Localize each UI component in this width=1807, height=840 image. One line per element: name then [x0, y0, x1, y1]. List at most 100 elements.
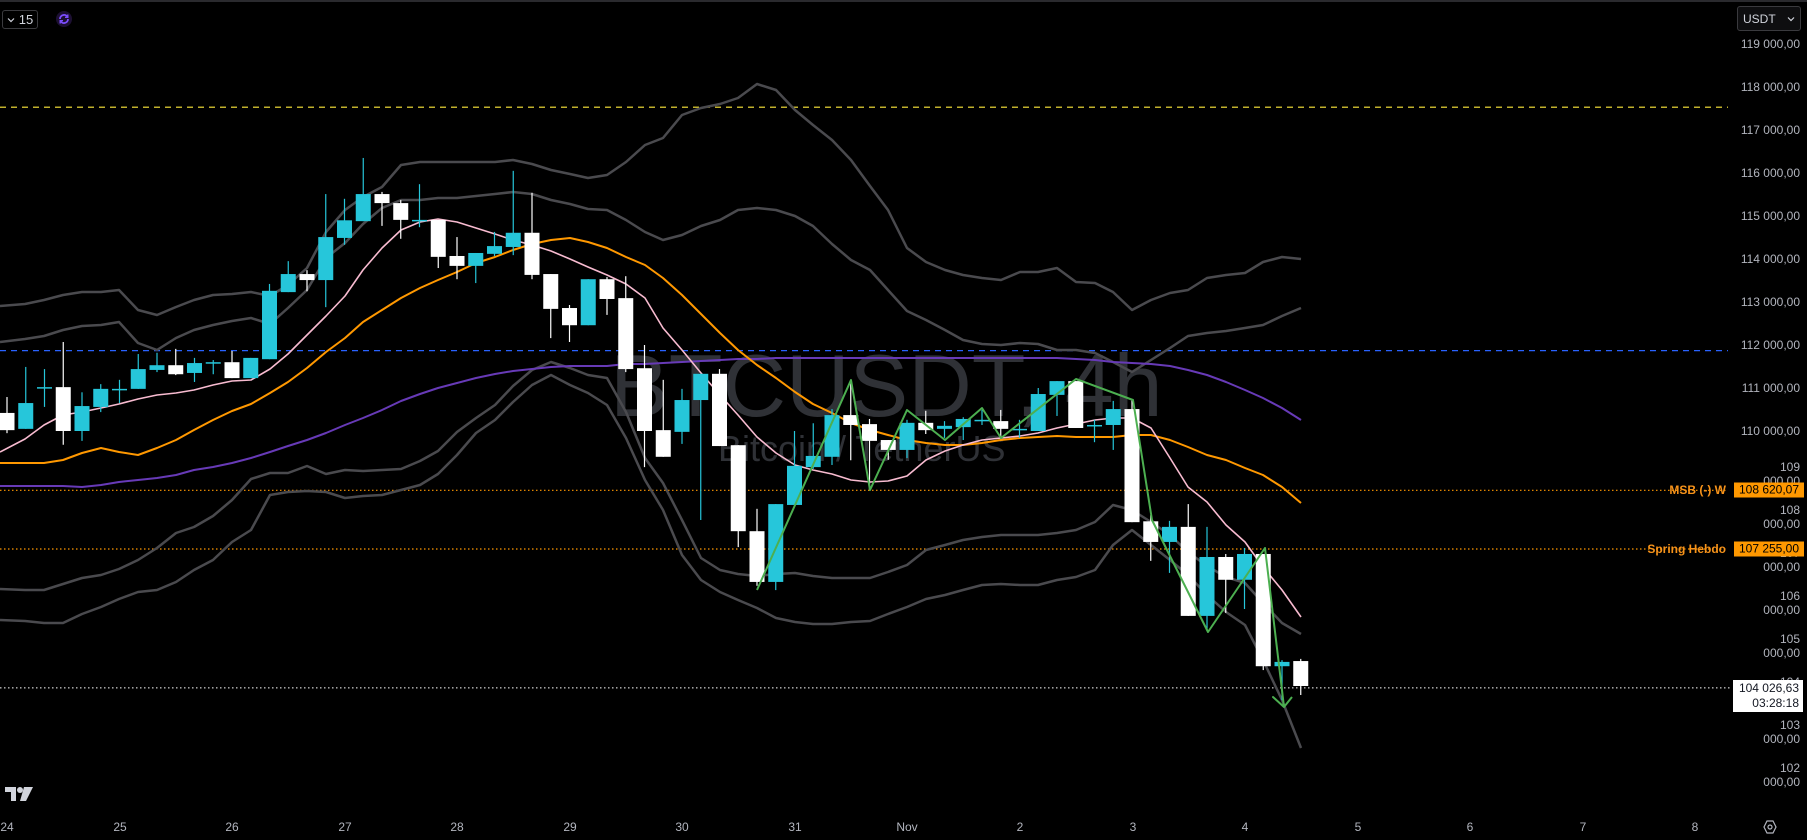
- candle-body: [74, 406, 90, 431]
- candle-body: [0, 412, 15, 431]
- candle-body: [149, 365, 165, 370]
- sync-icon[interactable]: [56, 11, 72, 27]
- time-axis-label: 25: [113, 820, 127, 834]
- candle-body: [224, 362, 240, 379]
- candle-body: [505, 232, 521, 247]
- currency-selector[interactable]: USDT: [1737, 6, 1801, 31]
- candle-body: [712, 373, 727, 447]
- candle-body: [993, 421, 1009, 429]
- candle-body: [1030, 394, 1046, 431]
- chevron-down-icon: [1787, 16, 1795, 21]
- level-price-tag: 107 255,00: [1734, 541, 1804, 557]
- candle-body: [580, 279, 596, 326]
- candle-body: [1199, 556, 1215, 616]
- candle-body: [449, 255, 465, 266]
- time-axis-label: 31: [788, 820, 802, 834]
- candle-body: [543, 274, 559, 309]
- candle-body: [112, 388, 127, 391]
- time-axis-label: 26: [225, 820, 239, 834]
- time-axis-label: 30: [675, 820, 689, 834]
- interval-selector[interactable]: 15: [2, 10, 38, 29]
- candle-body: [243, 357, 259, 379]
- price-axis-label: 110 000,00: [1740, 424, 1800, 438]
- price-axis-label: 115 000,00: [1740, 209, 1800, 223]
- candle-body: [1143, 521, 1159, 542]
- currency-label: USDT: [1743, 11, 1776, 26]
- candle-body: [937, 425, 952, 429]
- candle-body: [730, 445, 746, 532]
- time-axis-label: 29: [563, 820, 577, 834]
- candle-body: [355, 194, 371, 222]
- candle-body: [880, 440, 896, 450]
- time-axis-label: 6: [1466, 820, 1474, 834]
- chevron-down-icon: [7, 17, 15, 22]
- candle-body: [1068, 381, 1084, 428]
- time-axis-label: 27: [338, 820, 352, 834]
- candle-body: [918, 422, 934, 431]
- price-axis-label: 105 000,00: [1763, 632, 1800, 660]
- candle-body: [693, 373, 709, 401]
- time-axis-label: 28: [450, 820, 464, 834]
- ema-slow-line: [0, 357, 1302, 488]
- candle-body: [618, 298, 634, 370]
- last-price-value: 104 026,63: [1738, 681, 1799, 695]
- time-axis-label: 4: [1241, 820, 1249, 834]
- candle-body: [299, 274, 315, 281]
- candle-body: [1293, 661, 1309, 686]
- price-axis-label: 116 000,00: [1740, 166, 1800, 180]
- candle-body: [599, 279, 615, 299]
- bb-lower-inner-line: [0, 360, 1302, 636]
- candle-body: [487, 246, 502, 254]
- ema-fast-line: [0, 218, 1302, 618]
- candle-body: [862, 424, 877, 441]
- price-axis-label: 119 000,00: [1740, 37, 1800, 51]
- bb-upper-outer-line: [0, 82, 1302, 317]
- candle-body: [824, 415, 840, 457]
- candle-body: [562, 308, 577, 326]
- candle-body: [787, 465, 802, 505]
- candle-body: [468, 252, 484, 266]
- candle-body: [18, 403, 34, 429]
- chart-canvas[interactable]: [0, 0, 1730, 812]
- price-axis-label: 111 000,00: [1741, 381, 1800, 395]
- price-axis-label: 117 000,00: [1740, 123, 1800, 137]
- price-axis-label: 113 000,00: [1740, 295, 1800, 309]
- candle-body: [1218, 556, 1234, 580]
- candle-body: [1105, 409, 1121, 425]
- price-axis-label: 102 000,00: [1763, 761, 1800, 789]
- candle-body: [37, 387, 52, 389]
- candle-body: [1237, 553, 1252, 580]
- price-axis-label: 118 000,00: [1740, 80, 1800, 94]
- candle-body: [393, 203, 409, 220]
- candle-body: [430, 219, 446, 257]
- candle-body: [412, 219, 427, 222]
- candle-body: [1087, 424, 1102, 427]
- tradingview-logo-icon[interactable]: [4, 786, 34, 802]
- time-axis-label: 8: [1691, 820, 1699, 834]
- level-label: Spring Hebdo: [1647, 542, 1726, 557]
- candle-body: [1274, 661, 1290, 667]
- candle-body: [1180, 526, 1196, 616]
- candle-body: [187, 363, 202, 373]
- candle-body: [637, 368, 652, 431]
- candle-body: [974, 419, 990, 422]
- time-axis-label: 3: [1129, 820, 1137, 834]
- candle-body: [749, 531, 765, 582]
- bar-countdown: 03:28:18: [1752, 696, 1799, 710]
- level-price-tag: 108 620,07: [1734, 482, 1804, 498]
- ema-mid-line: [0, 237, 1302, 504]
- candle-body: [168, 365, 184, 375]
- interval-label: 15: [18, 12, 34, 27]
- time-axis-label: 5: [1354, 820, 1362, 834]
- candle-body: [93, 388, 109, 407]
- price-axis-label: 103 000,00: [1763, 718, 1800, 746]
- level-label: MSB (-) W: [1669, 483, 1726, 498]
- candle-body: [843, 415, 859, 425]
- candle-body: [1124, 409, 1140, 523]
- candle-body: [899, 422, 915, 450]
- settings-gear-icon[interactable]: [1763, 820, 1777, 834]
- candle-body: [1255, 553, 1271, 667]
- candle-body: [1012, 428, 1027, 431]
- time-axis-label: 2: [1016, 820, 1024, 834]
- candle-body: [674, 400, 690, 432]
